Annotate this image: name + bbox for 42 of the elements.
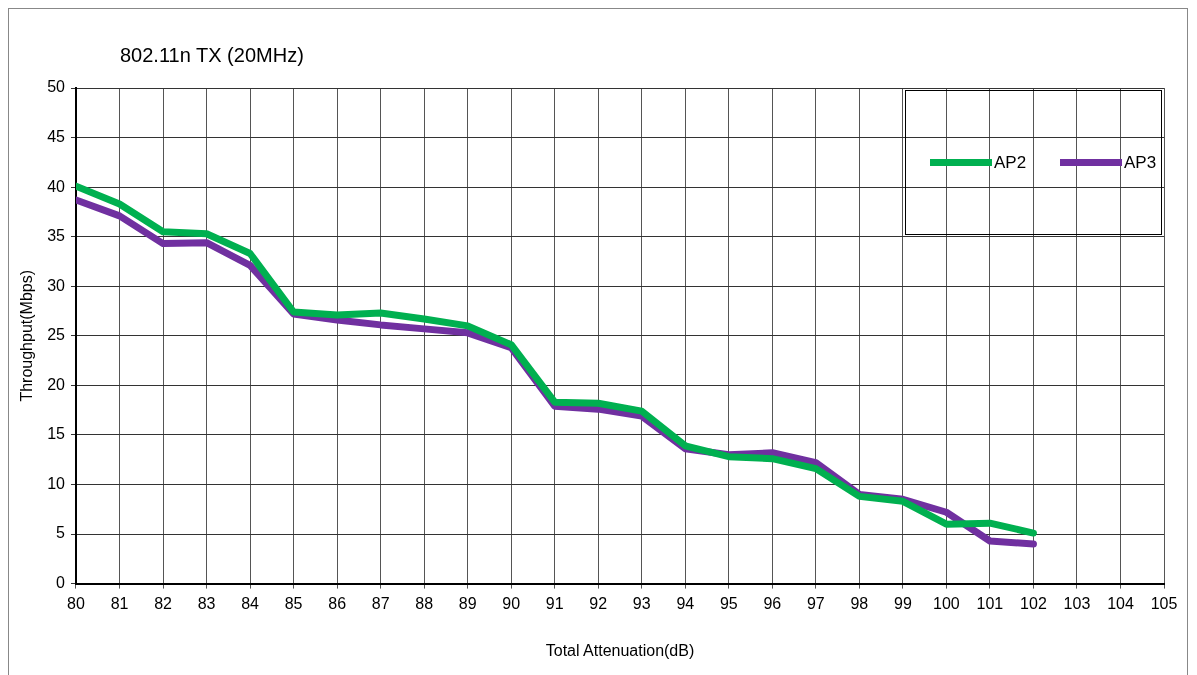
x-tick-label: 97 [806,594,825,612]
x-tick-label: 99 [893,594,912,612]
x-tick-label: 101 [976,594,1004,612]
x-tick-label: 100 [933,594,960,612]
x-tick-label: 93 [632,594,651,612]
x-tick-label: 96 [763,594,782,612]
y-tick-label: 5 [56,524,66,542]
y-tick-label: 25 [47,326,66,344]
x-tick-label: 84 [241,594,260,612]
x-tick-label: 91 [545,594,564,612]
x-tick-label: 102 [1020,594,1047,612]
x-tick-label: 104 [1107,594,1134,612]
y-tick-label: 50 [47,78,66,96]
legend-label: AP2 [994,152,1027,173]
y-tick-label: 40 [47,177,66,195]
x-axis-title: Total Attenuation(dB) [545,641,695,659]
x-tick-label: 95 [719,594,738,612]
y-tick-label: 10 [47,474,66,492]
x-tick-label: 85 [284,594,303,612]
y-tick-label: 20 [47,375,66,393]
x-tick-label: 89 [458,594,477,612]
y-tick-label: 15 [47,425,66,443]
x-tick-label: 81 [110,594,129,612]
x-tick-label: 103 [1063,594,1091,612]
x-tick-label: 92 [589,594,608,612]
legend-label: AP3 [1124,152,1157,173]
x-tick-label: 87 [371,594,390,612]
x-tick-label: 86 [328,594,347,612]
y-tick-label: 0 [56,574,66,592]
x-tick-label: 105 [1150,594,1178,612]
x-tick-label: 80 [67,594,85,612]
x-tick-label: 83 [197,594,216,612]
chart-title: 802.11n TX (20MHz) [120,44,304,67]
x-tick-label: 88 [415,594,434,612]
y-tick-label: 45 [47,127,66,145]
y-axis-title: Throughput(Mbps) [18,269,36,402]
x-tick-label: 82 [154,594,173,612]
x-tick-label: 98 [850,594,869,612]
x-tick-label: 90 [502,594,521,612]
y-tick-label: 30 [47,276,66,294]
y-tick-label: 35 [47,227,66,245]
x-tick-label: 94 [676,594,695,612]
